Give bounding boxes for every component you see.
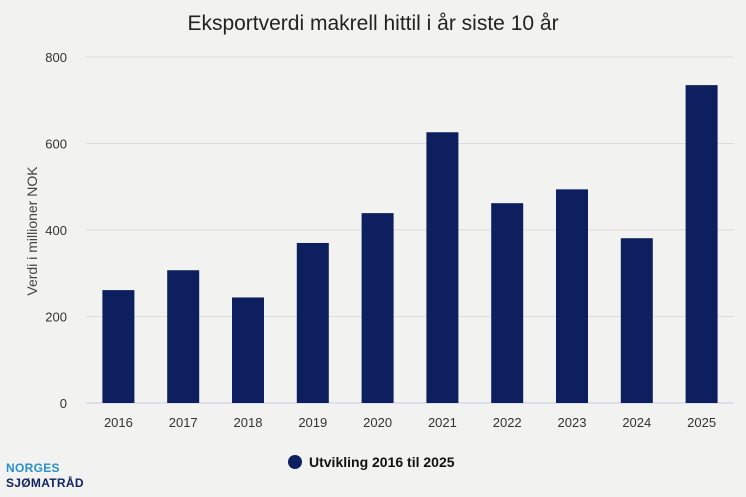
bar-2017[interactable] bbox=[167, 270, 200, 403]
x-tick-label: 2021 bbox=[428, 415, 457, 430]
logo-line-2: SJØMATRÅD bbox=[6, 476, 84, 490]
y-tick-label: 200 bbox=[45, 310, 67, 325]
bar-2016[interactable] bbox=[102, 290, 135, 403]
x-tick-label: 2022 bbox=[493, 415, 522, 430]
x-tick-label: 2024 bbox=[622, 415, 651, 430]
bars bbox=[102, 85, 718, 404]
y-tick-labels: 0 200 400 600 800 bbox=[45, 50, 67, 411]
y-tick-label: 0 bbox=[60, 396, 67, 411]
bar-2020[interactable] bbox=[361, 213, 394, 403]
y-tick-label: 400 bbox=[45, 223, 67, 238]
bar-2022[interactable] bbox=[491, 203, 524, 403]
x-tick-label: 2023 bbox=[558, 415, 587, 430]
x-tick-label: 2019 bbox=[298, 415, 327, 430]
bar-2025[interactable] bbox=[685, 85, 718, 404]
x-tick-label: 2018 bbox=[234, 415, 263, 430]
legend-label: Utvikling 2016 til 2025 bbox=[309, 454, 455, 470]
bar-2018[interactable] bbox=[232, 297, 264, 403]
bar-2021[interactable] bbox=[426, 132, 459, 403]
x-tick-labels: 2016 2017 2018 2019 2020 2021 2022 2023 2024 2025 bbox=[104, 415, 716, 430]
x-tick-label: 2020 bbox=[363, 415, 392, 430]
x-tick-label: 2017 bbox=[169, 415, 198, 430]
chart-title: Eksportverdi makrell hittil i år siste 1… bbox=[187, 12, 558, 35]
norges-sjomatrad-logo: NORGES SJØMATRÅD bbox=[6, 461, 84, 491]
y-axis-label: Verdi i millioner NOK bbox=[24, 166, 40, 296]
legend[interactable]: Utvikling 2016 til 2025 bbox=[288, 454, 455, 470]
bar-2019[interactable] bbox=[296, 242, 329, 403]
y-tick-label: 600 bbox=[45, 137, 67, 152]
x-tick-label: 2016 bbox=[104, 415, 133, 430]
logo-line-1: NORGES bbox=[6, 461, 60, 475]
bar-2024[interactable] bbox=[620, 238, 653, 403]
bar-2023[interactable] bbox=[556, 189, 588, 403]
y-tick-label: 800 bbox=[45, 50, 67, 65]
x-tick-label: 2025 bbox=[687, 415, 716, 430]
legend-marker bbox=[288, 455, 302, 469]
